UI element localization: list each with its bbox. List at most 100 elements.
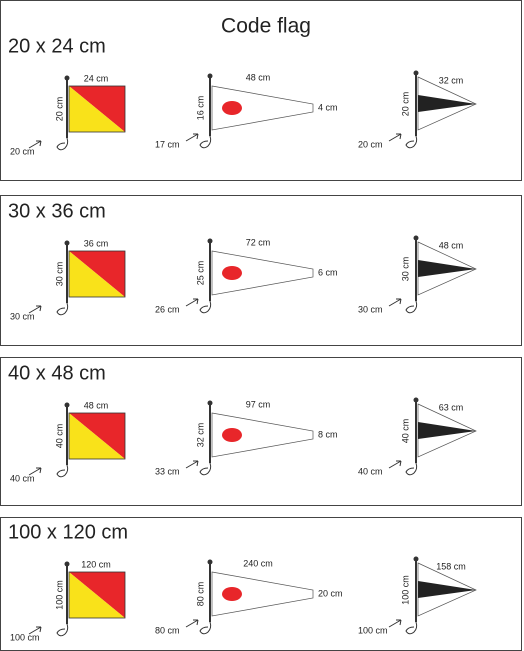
pole-top bbox=[413, 397, 419, 403]
rope bbox=[199, 462, 212, 476]
section-size: 30 x 36 cm bbox=[8, 200, 106, 222]
length-label: 240 cm bbox=[243, 558, 273, 568]
flag-yellow bbox=[69, 86, 125, 132]
tip-label: 20 cm bbox=[318, 588, 343, 598]
section-size: 20 x 24 cm bbox=[8, 35, 106, 57]
pennant bbox=[211, 412, 314, 458]
rope-label: 17 cm bbox=[155, 139, 180, 149]
length-label: 48 cm bbox=[246, 72, 271, 82]
title: Code flag bbox=[221, 15, 311, 38]
rope-label: 80 cm bbox=[155, 625, 180, 635]
height-label: 16 cm bbox=[195, 96, 205, 121]
triangle-band bbox=[418, 95, 476, 112]
rope bbox=[56, 137, 69, 151]
rope bbox=[56, 302, 69, 316]
length-label: 63 cm bbox=[439, 402, 464, 412]
pole-top bbox=[207, 73, 213, 79]
section-box bbox=[0, 357, 522, 506]
length-label: 48 cm bbox=[439, 240, 464, 250]
pennant-dot bbox=[222, 428, 242, 442]
rope-label: 30 cm bbox=[10, 311, 35, 321]
rope-label: 26 cm bbox=[155, 304, 180, 314]
width-label: 48 cm bbox=[84, 400, 109, 410]
flag-outline bbox=[68, 571, 126, 619]
triangle-band bbox=[418, 581, 476, 598]
rope-label: 40 cm bbox=[10, 473, 35, 483]
length-label: 32 cm bbox=[439, 75, 464, 85]
section-size: 40 x 48 cm bbox=[8, 362, 106, 384]
arrow bbox=[28, 626, 42, 635]
pole-top bbox=[64, 561, 70, 567]
arrow bbox=[28, 305, 42, 314]
height-label: 100 cm bbox=[54, 580, 64, 610]
rope bbox=[405, 462, 418, 476]
pole-top bbox=[413, 70, 419, 76]
rope bbox=[405, 621, 418, 635]
height-label: 32 cm bbox=[195, 423, 205, 448]
arrow bbox=[28, 467, 42, 476]
arrow bbox=[388, 133, 402, 142]
triangle-band bbox=[418, 422, 476, 439]
pennant bbox=[211, 571, 314, 617]
length-label: 158 cm bbox=[436, 561, 466, 571]
arrow bbox=[388, 619, 402, 628]
height-label: 40 cm bbox=[400, 419, 410, 444]
rope bbox=[199, 300, 212, 314]
width-label: 120 cm bbox=[81, 559, 111, 569]
rope-label: 20 cm bbox=[10, 146, 35, 156]
tip-label: 4 cm bbox=[318, 102, 338, 112]
length-label: 97 cm bbox=[246, 399, 271, 409]
flag-yellow bbox=[69, 251, 125, 297]
pole-top bbox=[207, 559, 213, 565]
pole-top bbox=[413, 235, 419, 241]
tip-label: 8 cm bbox=[318, 429, 338, 439]
flag-outline bbox=[68, 250, 126, 298]
arrow bbox=[388, 298, 402, 307]
rope bbox=[405, 135, 418, 149]
height-label: 80 cm bbox=[195, 582, 205, 607]
rope bbox=[199, 135, 212, 149]
arrow bbox=[185, 298, 199, 307]
pennant bbox=[211, 250, 314, 296]
rope-label: 20 cm bbox=[358, 139, 383, 149]
height-label: 25 cm bbox=[195, 261, 205, 286]
arrow bbox=[185, 133, 199, 142]
rope-label: 33 cm bbox=[155, 466, 180, 476]
rope bbox=[199, 621, 212, 635]
length-label: 72 cm bbox=[246, 237, 271, 247]
pole-top bbox=[64, 75, 70, 81]
arrow bbox=[28, 140, 42, 149]
flag-outline bbox=[68, 412, 126, 460]
arrow bbox=[388, 460, 402, 469]
section-box bbox=[0, 195, 522, 346]
section-size: 100 x 120 cm bbox=[8, 521, 128, 543]
rope bbox=[405, 300, 418, 314]
pennant-dot bbox=[222, 587, 242, 601]
pole-top bbox=[207, 238, 213, 244]
pennant-dot bbox=[222, 266, 242, 280]
arrow bbox=[185, 619, 199, 628]
pole-top bbox=[64, 240, 70, 246]
tip-label: 6 cm bbox=[318, 267, 338, 277]
section-box bbox=[0, 0, 522, 181]
rope bbox=[56, 464, 69, 478]
rope-label: 100 cm bbox=[358, 625, 388, 635]
width-label: 36 cm bbox=[84, 238, 109, 248]
arrow bbox=[185, 460, 199, 469]
rope-label: 100 cm bbox=[10, 632, 40, 642]
pole-top bbox=[64, 402, 70, 408]
rope bbox=[56, 623, 69, 637]
rope-label: 30 cm bbox=[358, 304, 383, 314]
flag-yellow bbox=[69, 413, 125, 459]
triangle-band bbox=[418, 260, 476, 277]
height-label: 20 cm bbox=[400, 92, 410, 117]
pole-top bbox=[413, 556, 419, 562]
height-label: 30 cm bbox=[400, 257, 410, 282]
rope-label: 40 cm bbox=[358, 466, 383, 476]
width-label: 24 cm bbox=[84, 73, 109, 83]
flag-yellow bbox=[69, 572, 125, 618]
pennant bbox=[211, 85, 314, 131]
height-label: 40 cm bbox=[54, 424, 64, 449]
pennant-dot bbox=[222, 101, 242, 115]
